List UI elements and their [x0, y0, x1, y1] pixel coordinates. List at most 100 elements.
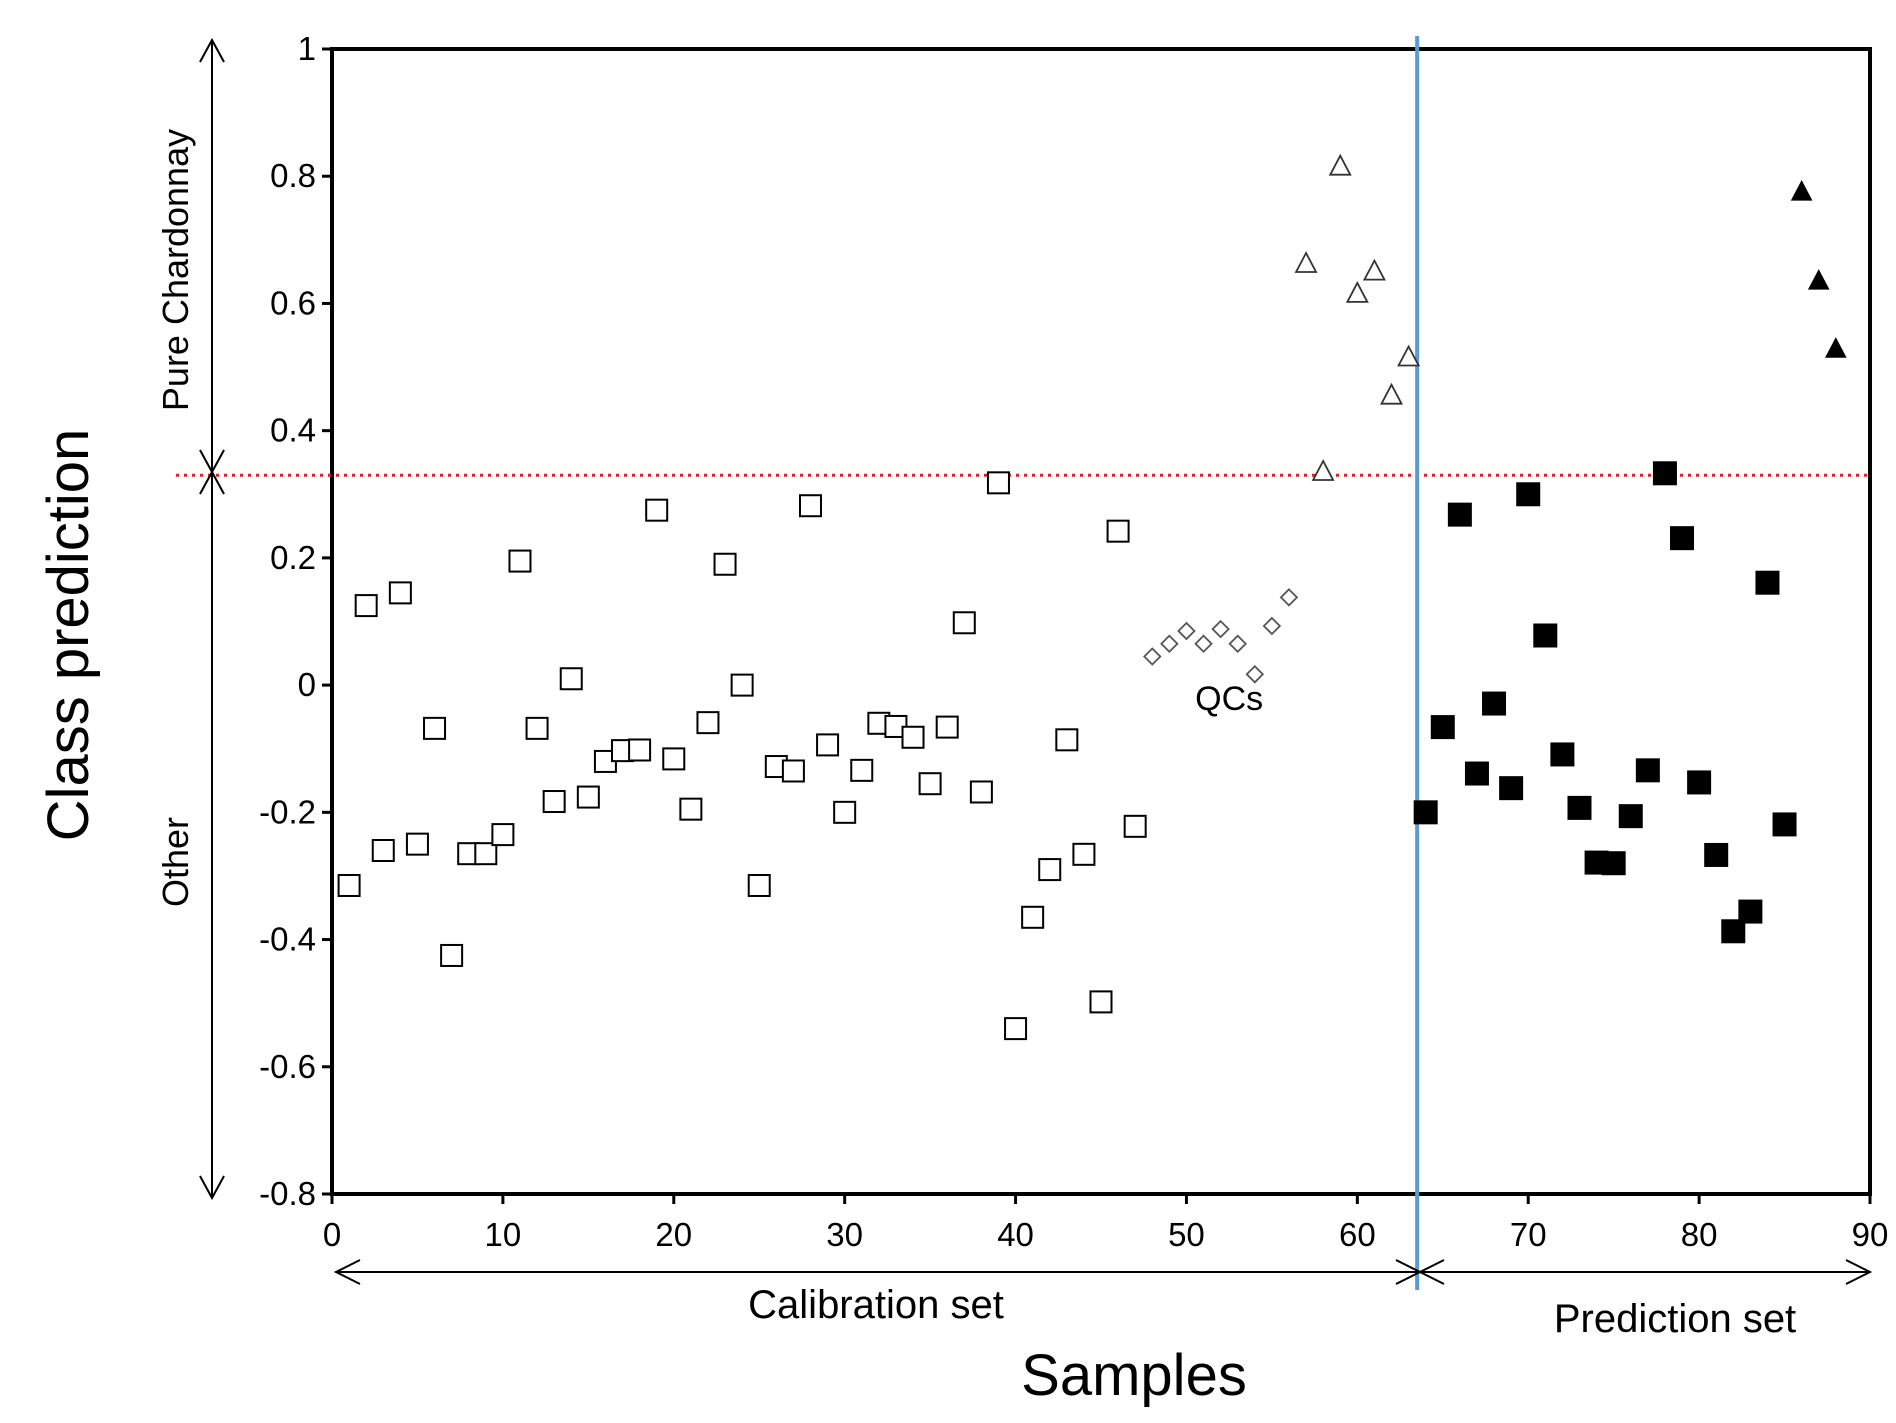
- data-point-open-square: [986, 471, 1010, 495]
- y-tick-label: 1: [298, 30, 316, 67]
- prediction-arrowhead-left: [1417, 1259, 1445, 1285]
- plot-frame: [330, 47, 1872, 1196]
- data-point-filled-square: [1772, 812, 1797, 837]
- data-point-open-square: [628, 738, 652, 762]
- y-tick-label: -0.2: [259, 793, 316, 830]
- data-point-filled-triangle: [1807, 269, 1830, 290]
- data-point-open-triangle: [1362, 258, 1386, 281]
- data-point-filled-square: [1755, 570, 1780, 595]
- other-label: Other: [155, 817, 196, 907]
- y-axis: 1 0.8 0.6 0.4 0.2 0 -0.2 -0.4 -0.6 -0.8: [259, 30, 332, 1212]
- data-point-open-square: [1038, 858, 1062, 882]
- x-tick-label: 60: [1339, 1216, 1376, 1253]
- x-tick-label: 80: [1681, 1216, 1718, 1253]
- data-point-open-diamond: [1160, 634, 1179, 654]
- data-point-filled-square: [1687, 770, 1712, 795]
- calibration-set-label: Calibration set: [748, 1283, 1004, 1327]
- data-point-open-square: [730, 673, 754, 697]
- data-point-open-square: [388, 581, 412, 605]
- lower-range-arrowhead-bottom: [199, 1175, 225, 1201]
- data-point-open-square: [1004, 1017, 1028, 1041]
- data-point-open-diamond: [1245, 665, 1265, 684]
- data-point-filled-triangle: [1790, 180, 1813, 201]
- data-point-open-square: [1123, 814, 1147, 838]
- x-tick-label: 90: [1852, 1216, 1889, 1253]
- data-points: [337, 153, 1847, 1041]
- data-point-open-square: [798, 494, 822, 518]
- data-point-open-diamond: [1262, 616, 1282, 636]
- data-point-filled-square: [1652, 461, 1677, 486]
- data-point-open-square: [1055, 728, 1079, 752]
- data-point-open-square: [645, 498, 669, 522]
- data-point-open-diamond: [1211, 619, 1230, 639]
- pure-chardonnay-label: Pure Chardonnay: [155, 129, 196, 411]
- data-point-filled-square: [1670, 526, 1695, 551]
- data-point-filled-square: [1482, 691, 1507, 716]
- data-point-open-square: [1106, 519, 1130, 543]
- x-tick-label: 50: [1168, 1216, 1205, 1253]
- data-point-open-square: [508, 549, 532, 573]
- data-point-open-triangle: [1345, 280, 1369, 303]
- data-point-filled-triangle: [1824, 337, 1847, 358]
- calibration-arrowhead-left: [333, 1259, 361, 1285]
- data-point-open-triangle: [1311, 459, 1335, 481]
- data-point-open-diamond: [1279, 588, 1299, 607]
- data-point-open-triangle: [1328, 153, 1352, 176]
- data-point-open-square: [354, 594, 378, 618]
- data-point-open-triangle: [1294, 251, 1318, 273]
- data-point-open-square: [1072, 842, 1096, 866]
- data-point-open-diamond: [1177, 621, 1196, 641]
- data-point-open-square: [405, 832, 429, 856]
- data-point-open-square: [559, 667, 583, 691]
- data-point-open-square: [901, 725, 925, 749]
- upper-range-arrowhead-top: [199, 37, 225, 63]
- prediction-arrowhead-right: [1845, 1259, 1873, 1285]
- data-point-open-diamond: [1194, 634, 1213, 654]
- data-point-open-square: [679, 797, 703, 821]
- data-point-open-square: [371, 839, 395, 862]
- data-point-open-square: [1089, 990, 1113, 1014]
- data-point-filled-square: [1738, 899, 1763, 924]
- data-point-filled-square: [1618, 804, 1643, 829]
- data-point-open-square: [576, 785, 600, 809]
- data-point-open-square: [918, 772, 942, 796]
- data-point-open-square: [833, 800, 857, 824]
- data-point-filled-square: [1499, 776, 1524, 801]
- x-axis-title: Samples: [1021, 1343, 1247, 1408]
- data-point-filled-square: [1704, 842, 1729, 867]
- data-point-open-square: [542, 790, 566, 814]
- data-point-open-triangle: [1380, 382, 1404, 405]
- data-point-open-square: [713, 552, 737, 576]
- data-point-filled-square: [1601, 851, 1626, 876]
- data-point-open-square: [696, 711, 720, 735]
- data-point-open-diamond: [1228, 634, 1247, 654]
- x-tick-label: 70: [1510, 1216, 1547, 1253]
- data-point-filled-square: [1533, 623, 1558, 648]
- data-point-open-square: [491, 823, 515, 847]
- data-point-filled-square: [1516, 482, 1541, 507]
- prediction-set-label: Prediction set: [1554, 1297, 1796, 1341]
- data-point-open-square: [952, 611, 976, 635]
- data-point-open-square: [440, 943, 464, 967]
- data-point-open-square: [816, 733, 840, 757]
- data-point-filled-square: [1413, 800, 1438, 825]
- x-axis: 0 10 20 30 40 50 60 70 80 90: [323, 1194, 1889, 1253]
- x-tick-label: 20: [655, 1216, 692, 1253]
- x-tick-label: 0: [323, 1216, 341, 1253]
- data-point-filled-square: [1430, 715, 1455, 740]
- y-tick-label: 0: [298, 666, 316, 703]
- data-point-open-square: [662, 747, 686, 771]
- data-point-filled-square: [1635, 758, 1660, 783]
- data-point-open-square: [850, 758, 874, 782]
- y-tick-label: -0.8: [259, 1175, 316, 1212]
- y-tick-label: 0.6: [270, 284, 316, 321]
- data-point-open-square: [1021, 905, 1045, 929]
- data-point-filled-square: [1567, 795, 1592, 820]
- x-tick-label: 10: [485, 1216, 522, 1253]
- data-point-open-triangle: [1397, 344, 1421, 367]
- y-tick-label: 0.8: [270, 157, 316, 194]
- y-tick-label: 0.2: [270, 539, 316, 576]
- class-range-arrows: [199, 37, 225, 1201]
- data-point-open-square: [969, 780, 993, 804]
